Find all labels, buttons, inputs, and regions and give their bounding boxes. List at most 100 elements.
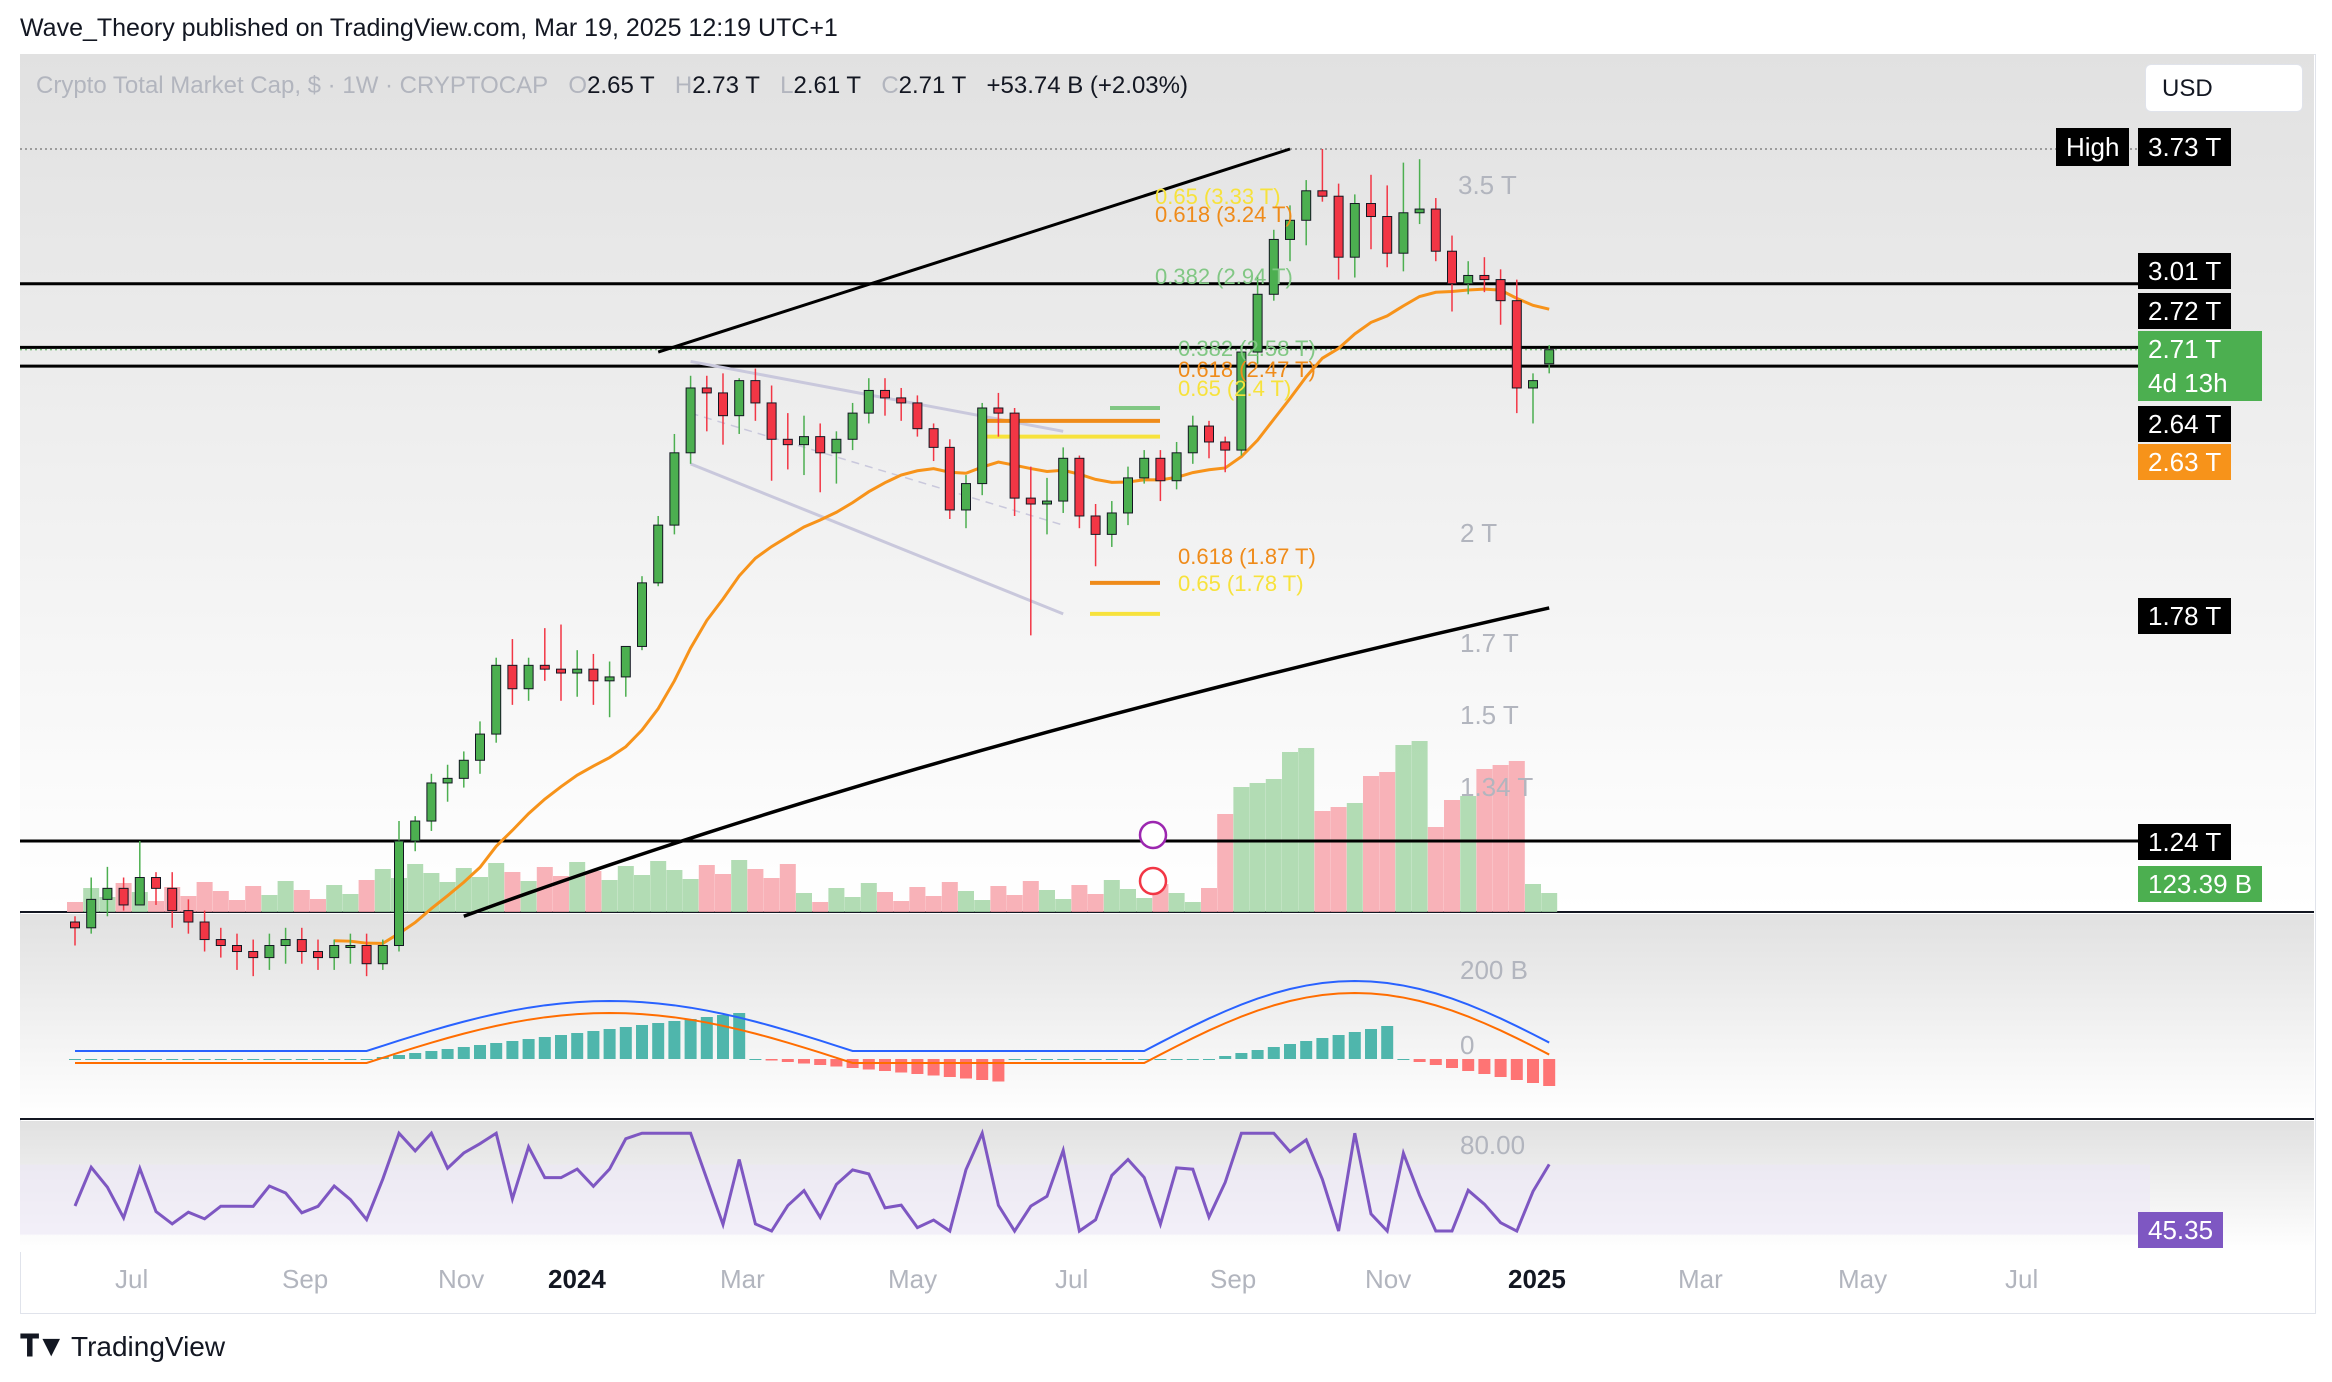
macd-histogram-bar [1219, 1056, 1232, 1059]
macd-histogram-bar [312, 1059, 324, 1060]
price-axis-label: 3.5 T [1458, 170, 1517, 200]
macd-histogram-bar [960, 1059, 972, 1079]
candle-body [718, 392, 728, 417]
volume-bar [974, 900, 991, 912]
candle-body [1414, 208, 1425, 214]
level-2-72-label: 2.72 T [2138, 293, 2232, 329]
open-label: O [568, 72, 588, 99]
candle-body [280, 939, 291, 947]
volume-bar [893, 901, 910, 912]
volume-bar [423, 873, 440, 912]
fib-level-label: 0.618 (2.47 T) [1178, 357, 1316, 382]
candle-body [701, 387, 712, 394]
candle-body [1366, 203, 1376, 218]
candle-body [815, 436, 826, 454]
open-value: 2.65 T [587, 72, 655, 99]
rsi-value-label: 45.35 [2138, 1212, 2224, 1248]
volume-bar [1055, 899, 1072, 912]
time-axis-label: Sep [282, 1264, 328, 1294]
sma-value-label: 1.78 T [2138, 598, 2232, 634]
candle-body [1528, 380, 1538, 389]
macd-histogram-bar [1170, 1059, 1183, 1060]
price-axis-label: 2 T [1460, 518, 1497, 548]
macd-histogram-bar [1494, 1059, 1507, 1077]
candle-body [151, 877, 161, 889]
time-axis-label: Mar [720, 1264, 765, 1294]
symbol-name[interactable]: Crypto Total Market Cap, $ · 1W · CRYPTO… [36, 72, 548, 99]
volume-bar [1249, 783, 1266, 912]
candle-body [1317, 190, 1328, 197]
volume-bar [277, 881, 294, 912]
footer-brand[interactable]: TradingView [71, 1331, 226, 1362]
macd-histogram-bar [506, 1041, 519, 1059]
macd-histogram-bar [798, 1059, 810, 1064]
macd-histogram-bar [360, 1059, 373, 1060]
high-value: 2.73 T [692, 72, 760, 99]
candle-body [944, 446, 955, 511]
volume-bar [1346, 803, 1363, 912]
volume-bar [245, 886, 262, 912]
volume-bar [1541, 893, 1558, 912]
macd-histogram-bar [862, 1059, 875, 1070]
currency-selector-button[interactable]: USD [2145, 64, 2303, 112]
macd-histogram-bar [1332, 1035, 1345, 1059]
candle-body [345, 945, 356, 949]
level-2-64-label: 2.64 T [2138, 406, 2232, 442]
candle-body [1042, 500, 1052, 505]
volume-bar [488, 863, 505, 912]
candle-body [961, 483, 971, 511]
candle-body [134, 877, 145, 906]
candle-body [685, 387, 696, 454]
time-axis-label: 2025 [1508, 1264, 1566, 1294]
volume-bar [1136, 898, 1153, 912]
price-axis-label: 1.5 T [1460, 700, 1519, 730]
macd-histogram-bar [1381, 1026, 1394, 1059]
macd-histogram-bar [1429, 1059, 1442, 1065]
macd-histogram-bar [895, 1059, 908, 1073]
fib-level-label: 0.65 (2.4 T) [1178, 376, 1291, 401]
volume-bar [1395, 745, 1412, 912]
macd-histogram-bar [571, 1033, 584, 1059]
volume-value-label: 123.39 B [2138, 866, 2263, 902]
candle-body [588, 668, 599, 682]
ath-label: High [2056, 128, 2130, 166]
macd-histogram-bar [425, 1051, 438, 1059]
volume-bar [455, 868, 472, 912]
symbol-info-bar: Crypto Total Market Cap, $ · 1W · CRYPTO… [36, 72, 1188, 100]
candle-body [637, 582, 647, 647]
volume-bar [358, 880, 375, 912]
volume-bar [731, 860, 748, 912]
macd-histogram-bar [879, 1059, 891, 1071]
volume-bar [1233, 787, 1250, 912]
macd-histogram-bar [911, 1059, 924, 1074]
volume-bar [67, 902, 83, 912]
volume-bar [1427, 827, 1444, 912]
tradingview-logo-icon[interactable]: 𝐓▼ [20, 1330, 66, 1363]
macd-histogram-bar [1203, 1059, 1215, 1060]
macd-histogram-bar [555, 1035, 567, 1059]
volume-bar [747, 869, 764, 912]
candle-body [1544, 349, 1555, 365]
candle-body [1301, 190, 1312, 221]
volume-bar [1492, 765, 1509, 912]
candle-body [1074, 457, 1085, 517]
volume-bar [958, 891, 974, 912]
macd-histogram-bar [700, 1017, 713, 1059]
volume-bar [1184, 902, 1201, 912]
macd-histogram-bar [1122, 1059, 1134, 1060]
macd-histogram-bar [1024, 1059, 1037, 1060]
macd-histogram-bar [231, 1059, 243, 1060]
chart-canvas[interactable]: 0.65 (3.33 T)0.618 (3.24 T) 0.382 (2.94 T… [20, 54, 2314, 1312]
candle-body [1382, 216, 1393, 254]
close-label: C [881, 72, 899, 99]
volume-bar [374, 869, 391, 912]
time-axis-label: May [888, 1264, 937, 1294]
volume-bar [310, 899, 326, 912]
candle-body [1009, 412, 1020, 499]
footer: 𝐓▼ TradingView [20, 1330, 225, 1364]
volume-bar [779, 864, 796, 912]
macd-histogram-bar [1073, 1059, 1086, 1060]
macd-pane-background [20, 914, 2314, 1119]
change-value: +53.74 B (+2.03%) [986, 72, 1188, 99]
volume-bar [828, 888, 845, 912]
